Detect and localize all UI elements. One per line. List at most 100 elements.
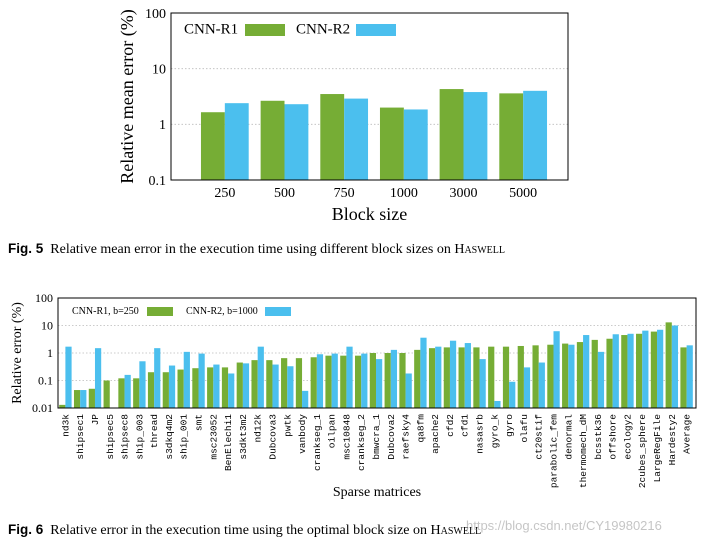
fig5-legend-label-r2: CNN-R2 bbox=[296, 22, 350, 38]
fig5-ytick-label: 10 bbox=[152, 63, 166, 78]
fig6-bar-r1 bbox=[636, 333, 643, 408]
fig6-xtick-label: msc23052 bbox=[208, 414, 219, 460]
fig6-bar-r1 bbox=[576, 342, 584, 408]
fig6-xtick-label: msc10848 bbox=[341, 414, 352, 460]
fig6-bar-r1 bbox=[162, 372, 169, 408]
fig6-xtick-label: raefsky4 bbox=[401, 414, 412, 460]
fig6-xtick-label: nd3k bbox=[60, 414, 71, 437]
fig6-bar-r2 bbox=[509, 381, 516, 408]
fig6-xtick-label: shipsec1 bbox=[75, 414, 86, 460]
fig5-xtick-label: 250 bbox=[214, 186, 235, 201]
fig6-xtick-label: apache2 bbox=[430, 414, 441, 454]
fig6-xtick-label: JP bbox=[90, 414, 101, 426]
fig6-bar-r1 bbox=[547, 344, 554, 408]
fig5-label: Fig. 5 bbox=[8, 241, 44, 256]
fig6-legend-swatch-r1 bbox=[147, 307, 173, 316]
fig6-ytick-label: 0.01 bbox=[32, 401, 53, 415]
fig6-ytick-label: 0.1 bbox=[38, 374, 53, 388]
fig6-xtick-label: offshore bbox=[608, 414, 619, 460]
fig6-xtick-label: shipsec8 bbox=[120, 414, 131, 460]
fig6-ytick-label: 1 bbox=[47, 346, 53, 360]
fig5-bar-r1 bbox=[499, 93, 524, 180]
fig6-xtick-label: olafu bbox=[519, 414, 530, 443]
fig6-xtick-label: Hardesty2 bbox=[667, 414, 678, 466]
fig5-yaxis-label: Relative mean error (%) bbox=[117, 9, 138, 183]
fig6-bar-r2 bbox=[420, 337, 427, 408]
fig6-xtick-label: vanbody bbox=[297, 414, 308, 454]
fig6-xtick-label: gyro_k bbox=[489, 414, 500, 449]
fig6-bar-r2 bbox=[479, 359, 486, 408]
fig6-xtick-label: gyro bbox=[504, 414, 515, 437]
fig6-bar-r2 bbox=[272, 364, 279, 408]
fig6-xtick-label: Average bbox=[682, 414, 693, 454]
fig5-text: Relative mean error in the execution tim… bbox=[50, 242, 455, 257]
fig6-bar-r1 bbox=[59, 404, 66, 408]
fig6-xtick-label: shipsec5 bbox=[105, 414, 116, 460]
fig6-bar-r2 bbox=[80, 390, 87, 408]
fig6-bar-r1 bbox=[606, 338, 613, 408]
fig6-bar-r2 bbox=[302, 390, 309, 408]
fig6-bar-r2 bbox=[642, 330, 649, 408]
fig6-xtick-label: Dubcova2 bbox=[386, 414, 397, 460]
fig6-bar-r2 bbox=[657, 329, 664, 408]
fig6-xtick-label: BenElechi1 bbox=[223, 414, 234, 471]
fig6-bar-r2 bbox=[435, 346, 442, 408]
fig6-bar-r2 bbox=[331, 353, 338, 408]
fig6-xtick-label: cfd1 bbox=[460, 414, 471, 437]
fig6-bar-r1 bbox=[88, 388, 95, 408]
fig5-ytick-label: 1 bbox=[159, 118, 166, 133]
fig6-bar-r1 bbox=[133, 378, 140, 408]
fig5-bar-r1 bbox=[200, 112, 225, 180]
fig6-bar-r2 bbox=[257, 346, 264, 408]
fig6-xtick-label: 2cubes_sphere bbox=[637, 414, 648, 488]
fig6-bar-r2 bbox=[124, 374, 131, 408]
fig6-bar-r2 bbox=[597, 351, 605, 408]
fig5-legend-swatch-r2 bbox=[356, 24, 396, 36]
fig6-bar-r2 bbox=[612, 334, 619, 408]
fig6-xtick-label: nasasrb bbox=[475, 414, 486, 454]
fig6-bar-r2 bbox=[376, 359, 383, 408]
fig6-xtick-label: ct20stif bbox=[534, 414, 545, 460]
fig6-xtick-label: thread bbox=[149, 414, 160, 448]
fig6-bar-r2 bbox=[464, 343, 471, 408]
fig6-bar-r1 bbox=[73, 390, 81, 408]
fig5-bar-r1 bbox=[379, 107, 404, 180]
fig6-bar-r2 bbox=[287, 366, 294, 408]
fig6-xtick-label: nd12k bbox=[253, 414, 264, 443]
fig6-xtick-label: s3dkt3m2 bbox=[238, 414, 249, 460]
fig6-bar-r1 bbox=[428, 348, 436, 408]
fig6-bar-r1 bbox=[325, 355, 332, 408]
fig5-platform: Haswell bbox=[454, 242, 505, 257]
watermark: https://blog.csdn.net/CY19980216 bbox=[466, 518, 662, 533]
fig6-xtick-label: pwtk bbox=[282, 414, 293, 437]
fig6-bar-r2 bbox=[228, 373, 235, 408]
fig6-xtick-label: s3dkq4m2 bbox=[164, 414, 175, 460]
fig6-bar-r2 bbox=[198, 353, 205, 408]
fig6-bar-r2 bbox=[538, 362, 545, 408]
fig6-bar-r1 bbox=[414, 349, 421, 408]
fig6-bar-r1 bbox=[473, 347, 480, 408]
fig6-xtick-label: cfd2 bbox=[445, 414, 456, 437]
fig6-bar-r1 bbox=[562, 343, 569, 408]
fig6-bar-r2 bbox=[686, 345, 693, 408]
fig6-bar-r2 bbox=[627, 333, 634, 408]
fig5-bar-r1 bbox=[260, 100, 285, 180]
fig6-bar-r1 bbox=[103, 380, 110, 408]
fig6-bar-r2 bbox=[553, 331, 560, 408]
fig5-bar-r2 bbox=[224, 103, 249, 180]
fig6-xtick-label: LargeRegFile bbox=[652, 414, 663, 483]
fig6-bar-r1 bbox=[384, 353, 391, 408]
fig6-yaxis-label: Relative error (%) bbox=[10, 302, 25, 404]
fig6-bar-r2 bbox=[494, 400, 501, 408]
fig6-legend-label-r1: CNN-R1, b=250 bbox=[72, 306, 139, 317]
fig6-bar-r1 bbox=[650, 331, 658, 408]
fig5-xtick-label: 500 bbox=[274, 186, 295, 201]
fig6-bar-r1 bbox=[443, 347, 450, 408]
fig6-plot-frame bbox=[57, 297, 697, 409]
fig5-bar-r2 bbox=[403, 109, 428, 180]
fig6-bar-r1 bbox=[310, 357, 317, 408]
fig6-bar-r1 bbox=[621, 335, 628, 408]
fig6-bar-r1 bbox=[488, 346, 495, 408]
fig6-bar-r1 bbox=[251, 360, 258, 408]
